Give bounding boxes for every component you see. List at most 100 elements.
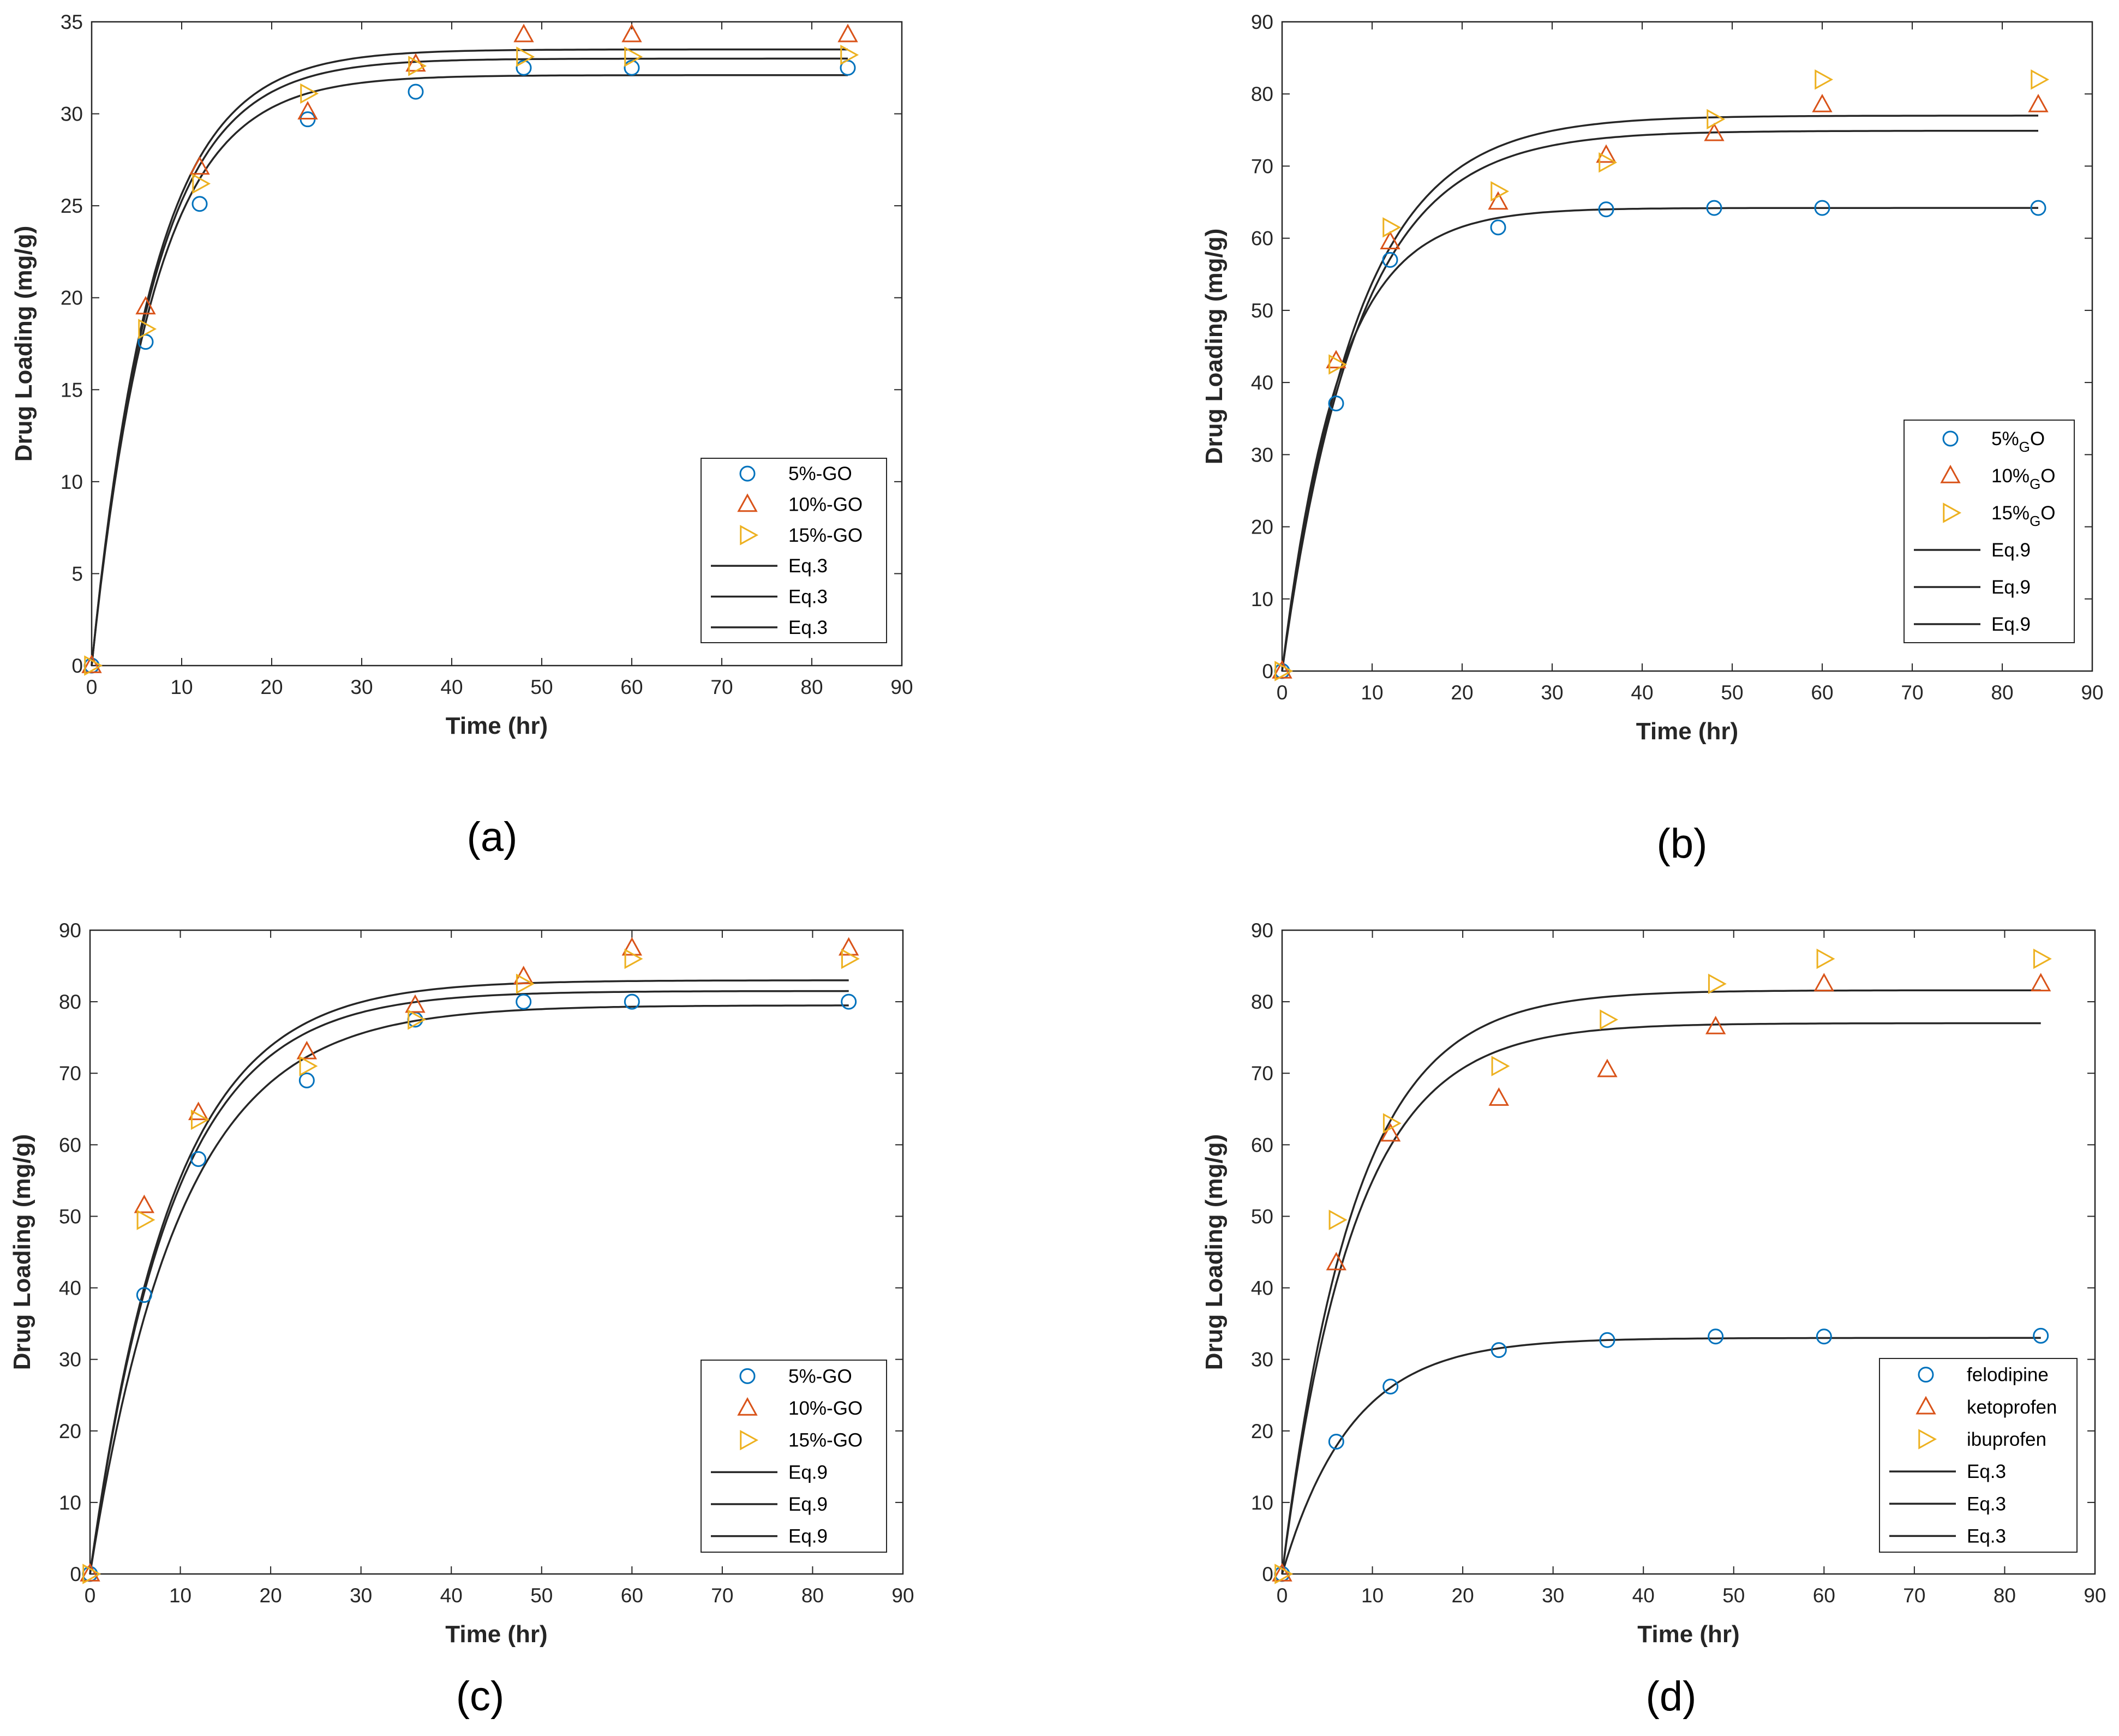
x-tick-label: 80 — [1994, 1584, 2016, 1607]
x-tick-label: 40 — [440, 1584, 463, 1607]
y-tick-label: 0 — [71, 655, 83, 677]
y-tick-label: 60 — [1251, 228, 1273, 250]
data-point — [1708, 1328, 1724, 1345]
data-point — [1328, 1433, 1344, 1450]
legend-label: 10%GO — [1991, 465, 2056, 492]
legend-label: 5%-GO — [788, 1366, 852, 1387]
legend-box — [1903, 420, 2075, 643]
y-tick-label: 20 — [61, 287, 83, 309]
data-point — [1272, 1563, 1292, 1582]
x-tick-label: 30 — [1542, 1584, 1564, 1607]
data-point — [1599, 152, 1618, 173]
data-point — [1382, 217, 1402, 238]
y-tick-label: 70 — [1251, 155, 1273, 177]
data-point — [621, 937, 643, 956]
legend-label: Eq.3 — [788, 617, 828, 638]
y-tick-label: 30 — [61, 103, 83, 125]
x-tick-label: 0 — [86, 676, 98, 698]
legend-box — [701, 458, 887, 643]
data-point — [1491, 1056, 1510, 1076]
legend-marker — [739, 1368, 756, 1384]
fit-curve — [91, 74, 848, 666]
data-point — [624, 993, 640, 1010]
data-point — [297, 101, 318, 119]
fit-curve — [89, 990, 849, 1575]
fit-curve — [1281, 989, 2041, 1575]
data-point — [1274, 1564, 1294, 1584]
data-point — [408, 83, 424, 100]
data-point — [624, 46, 643, 67]
data-point — [1813, 973, 1835, 992]
x-tick-label: 50 — [1721, 681, 1743, 704]
x-tick-label: 60 — [1811, 681, 1833, 704]
y-axis-title: Drug Loading (mg/g) — [10, 226, 37, 462]
data-point — [1814, 200, 1830, 216]
data-point — [1491, 181, 1510, 202]
legend: 5%-GO 10%-GO 15%-GO Eq.9 Eq.9 Eq.9 — [701, 1360, 887, 1553]
data-point — [2033, 948, 2052, 969]
x-axis-title: Time (hr) — [446, 713, 548, 739]
data-point — [840, 44, 859, 65]
data-point — [2030, 200, 2046, 216]
data-point — [1274, 661, 1294, 681]
data-point — [1382, 252, 1398, 268]
x-tick-label: 10 — [169, 1584, 191, 1607]
x-tick-label: 50 — [530, 1584, 553, 1607]
data-point — [1812, 93, 1833, 112]
y-tick-label: 70 — [59, 1062, 81, 1085]
data-point — [296, 1040, 318, 1059]
y-tick-label: 50 — [1251, 300, 1273, 322]
chart-panel-b: 0 10 20 30 40 50 60 70 80 90 0 10 20 30 40 50 60 70 80 90 Ti… — [1201, 11, 2104, 867]
data-point — [135, 296, 156, 315]
legend-marker — [1918, 1367, 1934, 1383]
data-point — [1708, 973, 1727, 995]
data-point — [516, 46, 535, 67]
y-tick-label: 70 — [1251, 1062, 1273, 1085]
x-tick-label: 60 — [1813, 1584, 1835, 1607]
x-tick-label: 30 — [1541, 681, 1563, 704]
panel-caption: (a) — [467, 814, 518, 860]
x-tick-label: 10 — [1361, 681, 1383, 704]
data-point — [299, 1056, 318, 1076]
data-point — [1380, 231, 1400, 250]
data-point — [1816, 1328, 1832, 1345]
y-tick-label: 0 — [1262, 660, 1273, 683]
data-point — [1272, 660, 1292, 679]
data-point — [138, 319, 157, 339]
data-point — [841, 948, 860, 969]
legend-label: Eq.9 — [1991, 577, 2031, 598]
data-point — [1597, 1058, 1618, 1077]
chart-panel-a: 0 10 20 30 40 50 60 70 80 90 0 5 10 15 20 25 30 35 Time (h… — [10, 11, 913, 860]
legend-label: Eq.9 — [1991, 540, 2031, 561]
x-tick-label: 80 — [800, 676, 823, 698]
fit-curve — [1281, 1022, 2041, 1575]
data-point — [134, 1194, 155, 1213]
y-tick-label: 20 — [59, 1420, 81, 1442]
x-tick-label: 60 — [620, 676, 643, 698]
data-point — [2030, 973, 2051, 992]
legend-marker — [1918, 1429, 1937, 1450]
x-tick-label: 80 — [1991, 681, 2013, 704]
legend-label: 15%-GO — [788, 1430, 863, 1451]
data-point — [1382, 1113, 1402, 1134]
data-point — [2031, 69, 2050, 90]
data-point — [2028, 93, 2049, 112]
data-point — [516, 59, 532, 76]
legend: 5%GO 10%GO 15%GO Eq.9 Eq.9 Eq.9 — [1903, 420, 2075, 643]
data-point — [1328, 1210, 1348, 1230]
y-tick-label: 60 — [1251, 1134, 1273, 1156]
y-tick-label: 50 — [1251, 1205, 1273, 1228]
fit-curve — [89, 1004, 849, 1575]
y-tick-label: 5 — [71, 562, 83, 585]
legend-label: 15%-GO — [788, 525, 863, 546]
fit-curve — [1281, 207, 2038, 672]
x-tick-label: 20 — [1452, 1584, 1474, 1607]
legend-label: Eq.3 — [1967, 1493, 2006, 1514]
data-point — [624, 59, 640, 76]
data-point — [624, 948, 643, 969]
legend-marker — [739, 465, 756, 482]
y-tick-label: 30 — [1251, 1349, 1273, 1371]
data-point — [84, 655, 103, 676]
x-tick-label: 20 — [260, 676, 283, 698]
legend-label: 5%GO — [1991, 428, 2045, 455]
